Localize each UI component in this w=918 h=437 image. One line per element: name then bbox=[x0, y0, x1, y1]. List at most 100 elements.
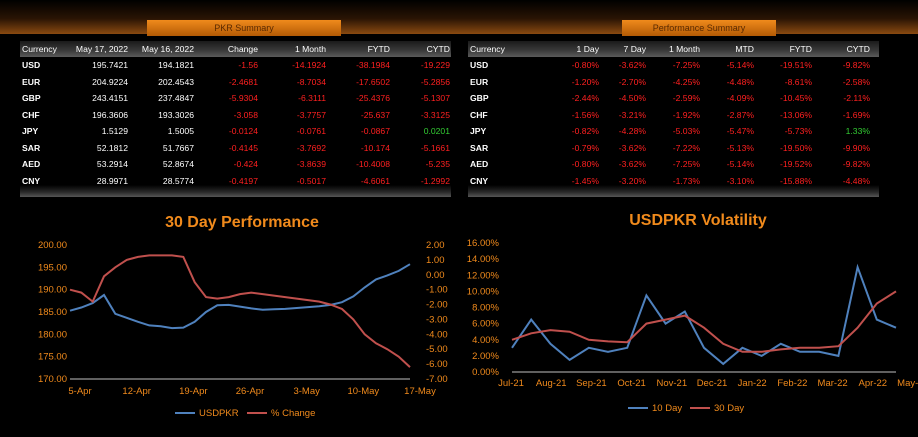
pkr-value-cell: -25.637 bbox=[360, 109, 390, 120]
pkr-value-cell: -8.7034 bbox=[296, 76, 326, 87]
pkr-value-cell: -1.56 bbox=[238, 60, 258, 71]
pkr-value-cell: 28.9971 bbox=[96, 175, 128, 186]
perf-value-cell: -9.90% bbox=[842, 142, 870, 153]
pkr-value-cell: -38.1984 bbox=[356, 60, 390, 71]
pkr-value-cell: 193.3026 bbox=[158, 109, 194, 120]
perf-value-cell: -1.69% bbox=[842, 109, 870, 120]
x-tick-label: Apr-22 bbox=[859, 378, 888, 389]
perf-value-cell: -2.87% bbox=[726, 109, 754, 120]
perf-value-cell: -19.52% bbox=[779, 159, 812, 170]
x-tick-label: Jan-22 bbox=[738, 378, 767, 389]
perf-currency-cell: USD bbox=[470, 60, 489, 71]
perf-value-cell: -1.56% bbox=[571, 109, 599, 120]
x-tick-label: Mar-22 bbox=[818, 378, 848, 389]
pkr-value-cell: -17.6502 bbox=[356, 76, 390, 87]
perf-value-cell: -4.48% bbox=[842, 175, 870, 186]
pkr-summary-title: PKR Summary bbox=[147, 20, 341, 36]
top-banner bbox=[0, 0, 918, 34]
pkr-value-cell: 53.2914 bbox=[96, 159, 128, 170]
y-tick-label: 10.00% bbox=[467, 286, 500, 297]
perf-value-cell: -19.50% bbox=[779, 142, 812, 153]
perf-col-header: Currency bbox=[470, 44, 505, 54]
perf-currency-cell: AED bbox=[470, 159, 489, 170]
perf-value-cell: -4.25% bbox=[672, 76, 700, 87]
perf-currency-cell: CHF bbox=[470, 109, 488, 120]
pkr-value-cell: 1.5005 bbox=[167, 126, 194, 137]
pkr-value-cell: -10.4008 bbox=[356, 159, 390, 170]
x-tick-label: 5-Apr bbox=[68, 386, 91, 397]
x-tick-label: 19-Apr bbox=[179, 386, 208, 397]
perf-value-cell: -9.82% bbox=[842, 60, 870, 71]
perf-value-cell: -7.25% bbox=[672, 159, 700, 170]
pkr-value-cell: -5.2856 bbox=[420, 76, 450, 87]
y-left-tick-label: 170.00 bbox=[38, 374, 67, 385]
perf-currency-cell: GBP bbox=[470, 93, 489, 104]
pkr-value-cell: -1.2992 bbox=[420, 175, 450, 186]
x-tick-label: Oct-21 bbox=[617, 378, 646, 389]
pkr-value-cell: -5.9304 bbox=[228, 93, 258, 104]
legend-label: USDPKR bbox=[199, 408, 239, 419]
pkr-col-header: Change bbox=[227, 44, 258, 54]
pkr-value-cell: -0.4145 bbox=[228, 142, 258, 153]
series-line-change bbox=[69, 254, 411, 368]
perf-value-cell: -0.80% bbox=[571, 60, 599, 71]
perf-value-cell: -0.79% bbox=[571, 142, 599, 153]
pkr-row: AED 53.2914 52.8674 -0.424 -3.8639 -10.4008 -5… bbox=[22, 156, 450, 173]
pkr-currency-cell: CHF bbox=[22, 109, 40, 120]
legend-label: % Change bbox=[271, 408, 315, 419]
perf-row: AED -0.80% -3.62% -7.25% -5.14% -19.52% -9.82% bbox=[470, 156, 870, 173]
perf-row: CHF -1.56% -3.21% -1.92% -2.87% -13.06% -1.69% bbox=[470, 107, 870, 124]
perf-value-cell: -2.58% bbox=[842, 76, 870, 87]
perf-value-cell: -3.62% bbox=[618, 60, 646, 71]
perf-col-header: 7 Day bbox=[623, 44, 646, 54]
pkr-value-cell: -0.0124 bbox=[228, 126, 258, 137]
pkr-currency-cell: CNY bbox=[22, 175, 41, 186]
perf-currency-cell: JPY bbox=[470, 126, 487, 137]
perf-currency-cell: SAR bbox=[470, 142, 489, 153]
pkr-col-header: May 17, 2022 bbox=[75, 44, 128, 54]
pkr-summary-table: Currency May 17, 2022 May 16, 2022 Change 1 … bbox=[22, 41, 450, 189]
perf-row: JPY -0.82% -4.28% -5.03% -5.47% -5.73% 1.33% bbox=[470, 123, 870, 140]
perf-value-cell: -5.14% bbox=[726, 159, 754, 170]
perf-value-cell: -2.70% bbox=[618, 76, 646, 87]
pkr-value-cell: -5.1661 bbox=[420, 142, 450, 153]
perf-col-header: 1 Day bbox=[576, 44, 599, 54]
pkr-value-cell: -0.5017 bbox=[296, 175, 326, 186]
y-tick-label: 2.00% bbox=[472, 351, 499, 362]
perf-value-cell: 1.33% bbox=[845, 126, 870, 137]
pkr-value-cell: -5.235 bbox=[425, 159, 450, 170]
perf-value-cell: -7.22% bbox=[672, 142, 700, 153]
pkr-value-cell: 52.8674 bbox=[162, 159, 194, 170]
pkr-value-cell: -0.424 bbox=[233, 159, 258, 170]
perf-value-cell: -5.73% bbox=[784, 126, 812, 137]
perf-value-cell: -3.62% bbox=[618, 142, 646, 153]
perf-row: CNY -1.45% -3.20% -1.73% -3.10% -15.88% -4.48% bbox=[470, 173, 870, 190]
perf-col-header: FYTD bbox=[789, 44, 812, 54]
pkr-value-cell: 28.5774 bbox=[162, 175, 194, 186]
pkr-row: GBP 243.4151 237.4847 -5.9304 -6.3111 -25.437… bbox=[22, 90, 450, 107]
perf-value-cell: -3.20% bbox=[618, 175, 646, 186]
legend-label: 10 Day bbox=[652, 403, 682, 414]
perf-value-cell: -10.45% bbox=[779, 93, 812, 104]
x-tick-label: Feb-22 bbox=[777, 378, 807, 389]
y-tick-label: 16.00% bbox=[467, 238, 500, 249]
perf-value-cell: -2.11% bbox=[843, 93, 870, 104]
perf-value-cell: -1.92% bbox=[672, 109, 700, 120]
y-tick-label: 0.00% bbox=[472, 367, 499, 378]
pkr-value-cell: 202.4543 bbox=[158, 76, 194, 87]
pkr-value-cell: 194.1821 bbox=[158, 60, 194, 71]
pkr-value-cell: -0.0761 bbox=[296, 126, 326, 137]
pkr-row: SAR 52.1812 51.7667 -0.4145 -3.7692 -10.174 -5… bbox=[22, 140, 450, 157]
x-tick-label: 12-Apr bbox=[122, 386, 151, 397]
perf-value-cell: -0.82% bbox=[571, 126, 599, 137]
legend-label: 30 Day bbox=[714, 403, 744, 414]
perf-value-cell: -8.61% bbox=[784, 76, 812, 87]
perf-value-cell: -1.20% bbox=[571, 76, 599, 87]
y-right-tick-label: -4.00 bbox=[426, 329, 448, 340]
perf-currency-cell: EUR bbox=[470, 76, 489, 87]
y-right-tick-label: -1.00 bbox=[426, 285, 448, 296]
pkr-row: CHF 196.3606 193.3026 -3.058 -3.7757 -25.637 -… bbox=[22, 107, 450, 124]
pkr-value-cell: 204.9224 bbox=[92, 76, 128, 87]
perf-currency-cell: CNY bbox=[470, 175, 489, 186]
pkr-currency-cell: GBP bbox=[22, 93, 41, 104]
